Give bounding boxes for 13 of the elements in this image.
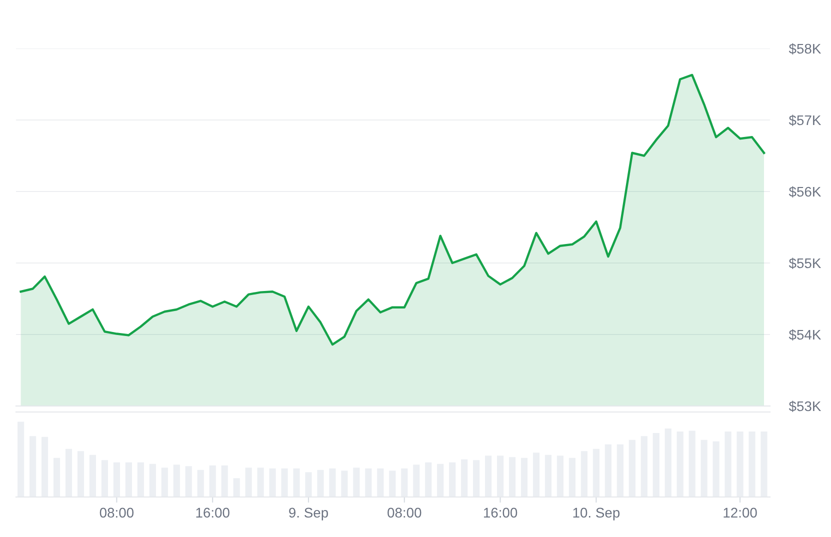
x-tick-label: 9. Sep — [289, 508, 328, 520]
y-tick-label: $58K — [788, 43, 822, 54]
x-tick-label: 08:00 — [100, 508, 134, 518]
y-tick-label: $56K — [788, 186, 822, 198]
x-tick-label: 16:00 — [484, 508, 518, 518]
y-tick-label: $55K — [788, 258, 822, 269]
x-tick-label: 08:00 — [388, 508, 422, 518]
x-tick-label: 12:00 — [724, 508, 757, 518]
y-tick-label: $54K — [788, 329, 822, 340]
x-tick-label: 16:00 — [196, 508, 230, 518]
y-tick-label: $53K — [788, 400, 822, 412]
x-tick-label: 10. Sep — [573, 508, 620, 520]
y-tick-label: $57K — [788, 114, 822, 126]
